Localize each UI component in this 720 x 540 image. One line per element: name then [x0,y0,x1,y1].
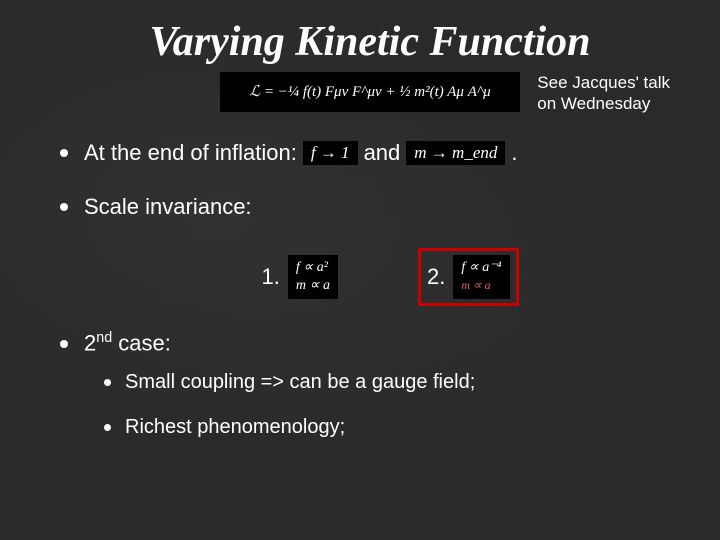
bullet-scale-invariance: Scale invariance: [60,194,680,220]
inline-formula: m → m_end [406,141,505,165]
sub-bullet-text: Small coupling => can be a gauge field; [125,371,475,394]
slide-title: Varying Kinetic Function [60,18,680,66]
case-1: 1. f ∝ a² m ∝ a [262,255,338,299]
bullet-dot-icon [60,203,68,211]
bullet-text: 2nd case: [84,330,171,356]
bullet-text: At the end of inflation: [84,140,297,166]
sub-bullet-text: Richest phenomenology; [125,416,345,439]
inline-formula: f → 1 [303,141,358,165]
bullet-inflation-end: At the end of inflation: f → 1 and m → m… [60,140,680,166]
bullet-dot-icon [104,424,111,431]
case-formula: f ∝ a² m ∝ a [288,255,338,299]
bullet-dot-icon [60,149,68,157]
sub-bullet-coupling: Small coupling => can be a gauge field; [104,371,680,394]
bullet-text: Scale invariance: [84,194,252,220]
case-2-highlighted: 2. f ∝ a⁻⁴ m ∝ a [418,248,519,306]
bullet-text: . [511,140,517,166]
main-formula: ℒ = −¼ f(t) Fμν F^μν + ½ m²(t) Aμ A^μ [220,72,520,112]
case-number: 1. [262,264,280,290]
bullet-text: and [364,140,401,166]
sub-bullet-phenomenology: Richest phenomenology; [104,416,680,439]
case-number: 2. [427,264,445,290]
bullet-second-case: 2nd case: [60,330,680,356]
bullet-dot-icon [60,340,68,348]
cases-row: 1. f ∝ a² m ∝ a 2. f ∝ a⁻⁴ m ∝ a [100,248,680,306]
bullet-dot-icon [104,379,111,386]
side-note: See Jacques' talk on Wednesday [537,72,670,115]
case-formula: f ∝ a⁻⁴ m ∝ a [453,255,509,299]
